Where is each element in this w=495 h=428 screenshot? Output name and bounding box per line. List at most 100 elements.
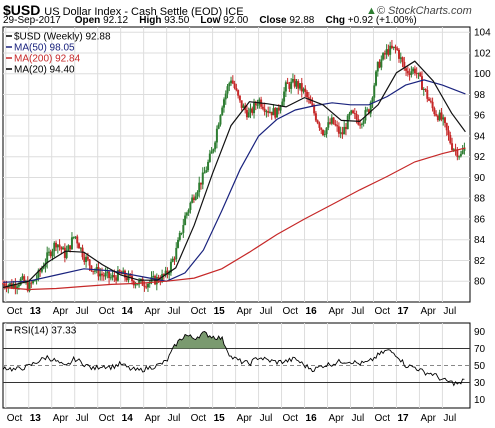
price-bar-body xyxy=(125,277,128,281)
price-bar-body xyxy=(46,252,49,264)
price-bar-body xyxy=(242,105,245,108)
price-bar-body xyxy=(152,275,155,278)
rsi-x-tick-label: Apr xyxy=(237,413,253,424)
ma50-line xyxy=(2,79,466,283)
price-bar-body xyxy=(235,88,238,91)
change-value: +0.92 (+1.00%) xyxy=(347,15,417,26)
price-bar-body xyxy=(185,212,188,216)
price-bar-body xyxy=(194,196,197,200)
price-bar-body xyxy=(111,275,114,278)
rsi-x-tick-label: Jul xyxy=(443,413,456,424)
price-bar-body xyxy=(16,286,19,289)
price-bar-body xyxy=(410,71,413,75)
price-bar-body xyxy=(201,172,204,185)
price-bar-body xyxy=(219,115,222,125)
price-bar-body xyxy=(86,256,89,260)
symbol-description: US Dollar Index - Cash Settle (EOD) ICE xyxy=(44,6,244,18)
price-bar-body xyxy=(369,102,372,114)
price-bar-body xyxy=(415,73,418,75)
price-y-axis: 80 82 84 86 88 90 92 94 96 98 100 102 104 xyxy=(474,28,491,288)
price-bar-body xyxy=(378,61,381,68)
price-bar-body xyxy=(344,126,347,130)
price-bar-body xyxy=(143,285,146,287)
price-bar-body xyxy=(93,270,96,272)
price-x-tick-label: Jul xyxy=(260,306,273,317)
price-bar-body xyxy=(405,68,408,71)
price-bar-body xyxy=(65,251,68,258)
price-bar-body xyxy=(69,245,72,250)
price-bar-body xyxy=(42,267,45,269)
price-x-tick-label: 17 xyxy=(397,306,409,317)
price-bar-body xyxy=(79,247,82,249)
price-bar-body xyxy=(284,82,287,92)
price-bar-body xyxy=(325,127,328,134)
price-bar-body xyxy=(295,81,298,87)
price-bar-body xyxy=(341,132,344,135)
price-bar-body xyxy=(279,106,282,111)
price-bar-body xyxy=(196,192,199,197)
price-bar-body xyxy=(171,258,174,262)
price-bar-body xyxy=(424,88,427,90)
price-bar-body xyxy=(321,129,324,136)
close-value: 92.88 xyxy=(289,15,315,26)
rsi-overbought-area xyxy=(172,331,226,349)
rsi-x-tick-label: 16 xyxy=(306,413,318,424)
close-label: Close xyxy=(259,15,287,26)
price-bar-body xyxy=(237,90,240,96)
price-bar-body xyxy=(3,283,6,287)
price-bar-body xyxy=(420,76,423,90)
price-y-tick-label: 102 xyxy=(474,48,491,59)
price-bar-body xyxy=(233,83,236,89)
rsi-x-tick-label: Jul xyxy=(76,413,89,424)
price-bar-body xyxy=(108,271,111,278)
price-bar-body xyxy=(230,80,233,84)
rsi-x-tick-label: Oct xyxy=(191,413,207,424)
up-arrow-icon: ▲ xyxy=(366,5,377,17)
price-bar-body xyxy=(44,263,47,268)
rsi-legend: RSI(14) 37.33 xyxy=(6,326,77,337)
price-bar-body xyxy=(256,104,259,106)
rsi-x-axis: Oct 13 Apr Jul Oct 14 Apr Jul Oct 15 Apr Jul Oct 16 Ap… xyxy=(7,413,456,424)
price-y-tick-label: 92 xyxy=(474,152,486,163)
price-bar-body xyxy=(334,123,337,126)
price-bar-body xyxy=(60,247,63,250)
rsi-x-tick-label: Apr xyxy=(420,413,436,424)
price-bar-body xyxy=(383,53,386,55)
price-bar-body xyxy=(355,113,358,120)
price-y-tick-label: 88 xyxy=(474,194,486,205)
rsi-x-tick-label: Oct xyxy=(99,413,115,424)
price-bar-body xyxy=(30,282,33,284)
rsi-x-tick-label: 14 xyxy=(122,413,134,424)
price-bar-body xyxy=(14,283,17,289)
price-bar-body xyxy=(394,46,397,49)
price-bar-body xyxy=(318,123,321,128)
rsi-x-tick-label: 15 xyxy=(214,413,226,424)
rsi-y-tick-label: 30 xyxy=(474,378,486,389)
price-bar-body xyxy=(459,153,462,157)
price-y-tick-label: 96 xyxy=(474,111,486,122)
legend-label: MA(50) 98.05 xyxy=(14,43,75,54)
rsi-x-tick-label: Jul xyxy=(351,413,364,424)
price-bar-body xyxy=(274,108,277,118)
price-bar-body xyxy=(431,101,434,109)
price-bar-body xyxy=(231,80,234,84)
price-x-tick-label: 13 xyxy=(30,306,42,317)
price-bar-body xyxy=(177,239,180,248)
price-bar-body xyxy=(438,112,441,121)
price-bar-body xyxy=(403,61,406,69)
price-x-tick-label: Jul xyxy=(168,306,181,317)
price-bar-body xyxy=(428,98,431,101)
price-bar-body xyxy=(417,72,420,74)
rsi-legend-label: RSI(14) 37.33 xyxy=(14,326,77,337)
price-bar-body xyxy=(323,133,326,136)
price-bar-body xyxy=(435,114,438,116)
price-x-axis: Oct 13 Apr Jul Oct 14 Apr Jul Oct 15 Apr Jul Oct 16 Ap… xyxy=(7,306,456,317)
price-bar-body xyxy=(101,273,104,276)
price-bar-body xyxy=(270,111,273,116)
price-y-tick-label: 100 xyxy=(474,69,491,80)
price-bar-body xyxy=(192,197,195,200)
price-bar-body xyxy=(445,122,448,131)
price-bar-body xyxy=(85,256,88,263)
price-bar-body xyxy=(297,81,300,89)
legend-label: $USD (Weekly) 92.88 xyxy=(14,32,111,43)
